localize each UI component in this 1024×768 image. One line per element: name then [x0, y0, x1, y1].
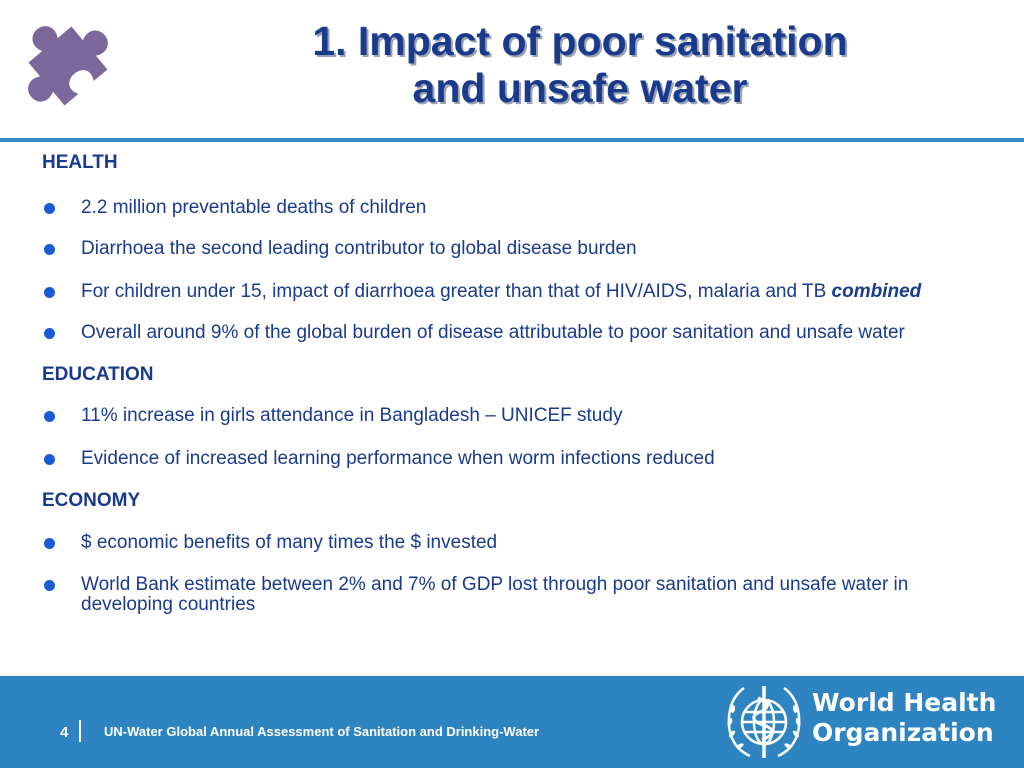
economy-list: $ economic benefits of many times the $ …: [42, 533, 982, 615]
title-line-2: and unsafe water: [412, 65, 748, 111]
who-wordmark: World Health Organization: [812, 688, 996, 748]
bullet-text: Overall around 9% of the global burden o…: [81, 322, 905, 343]
bullet-dot-icon: [44, 244, 55, 255]
bullet-dot-icon: [44, 328, 55, 339]
list-item: 2.2 million preventable deaths of childr…: [42, 198, 982, 218]
page-number: 4: [60, 724, 69, 741]
footer-text: UN-Water Global Annual Assessment of San…: [104, 724, 540, 739]
bullet-emphasis: combined: [831, 281, 922, 302]
bullet-text: 2.2 million preventable deaths of childr…: [81, 197, 427, 218]
health-list: 2.2 million preventable deaths of childr…: [42, 198, 982, 343]
title-divider: [0, 138, 1024, 142]
list-item: For children under 15, impact of diarrho…: [42, 282, 982, 302]
bullet-text: 11% increase in girls attendance in Bang…: [81, 405, 623, 426]
slide-title: 1. Impact of poor sanitation and unsafe …: [180, 18, 980, 112]
list-item: Diarrhoea the second leading contributor…: [42, 239, 982, 259]
education-list: 11% increase in girls attendance in Bang…: [42, 406, 982, 469]
bullet-dot-icon: [44, 203, 55, 214]
list-item: 11% increase in girls attendance in Bang…: [42, 406, 982, 426]
bullet-dot-icon: [44, 580, 55, 591]
list-item: Evidence of increased learning performan…: [42, 449, 982, 469]
bullet-dot-icon: [44, 538, 55, 549]
bullet-text: $ economic benefits of many times the $ …: [81, 532, 498, 553]
who-name-line-1: World Health: [812, 688, 997, 717]
list-item: $ economic benefits of many times the $ …: [42, 533, 982, 553]
puzzle-piece-icon: [28, 26, 108, 106]
bullet-dot-icon: [44, 287, 55, 298]
footer-bar: 4 UN-Water Global Annual Assessment of S…: [0, 676, 1024, 768]
who-emblem-icon: [727, 686, 801, 758]
section-heading-health: HEALTH: [42, 152, 118, 173]
bullet-text: For children under 15, impact of diarrho…: [81, 281, 832, 302]
bullet-text: Diarrhoea the second leading contributor…: [81, 238, 637, 259]
bullet-text: World Bank estimate between 2% and 7% of…: [81, 574, 909, 615]
section-heading-education: EDUCATION: [42, 364, 154, 385]
section-heading-economy: ECONOMY: [42, 490, 141, 511]
list-item: World Bank estimate between 2% and 7% of…: [42, 575, 982, 615]
bullet-text: Evidence of increased learning performan…: [81, 448, 715, 469]
bullet-dot-icon: [44, 454, 55, 465]
title-line-1: 1. Impact of poor sanitation: [312, 18, 848, 64]
list-item: Overall around 9% of the global burden o…: [42, 323, 982, 343]
bullet-dot-icon: [44, 411, 55, 422]
slide-body: HEALTH 2.2 million preventable deaths of…: [42, 151, 982, 615]
who-name-line-2: Organization: [812, 718, 994, 747]
page-separator: [79, 720, 81, 742]
